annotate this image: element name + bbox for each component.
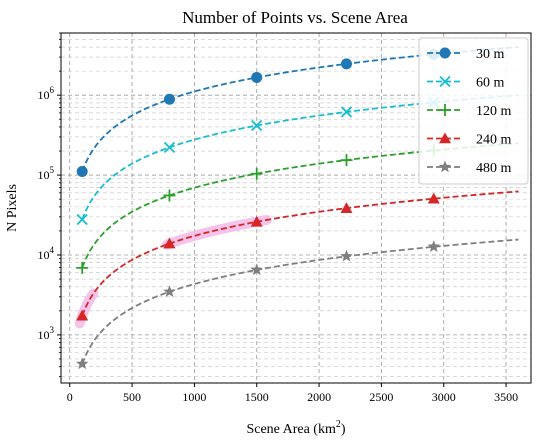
legend-label: 480 m [476,161,512,176]
data-point [340,202,353,214]
data-point [76,165,88,177]
y-tick-label: 104 [38,245,55,262]
y-tick-label: 103 [38,325,55,342]
data-point [76,309,89,321]
x-axis: 0 500 1000 1500 2000 2500 3000 3500 [67,383,518,404]
plot-frame [60,32,532,384]
legend: 30 m 60 m 120 m 240 m 480 m [418,37,529,185]
data-point [163,141,176,154]
grid [61,32,531,383]
legend-label: 120 m [476,104,512,119]
legend-item: 30 m [427,47,505,62]
x-tick-label: 2500 [369,390,393,404]
data-point [427,240,440,252]
highlight-bands [74,214,272,329]
x-tick-label: 1500 [245,390,269,404]
x-tick-label: 3000 [432,390,456,404]
legend-label: 30 m [476,47,505,62]
data-point [340,249,353,262]
data-point [251,119,263,132]
data-point [250,215,263,227]
legend-item: 480 m [427,160,512,176]
legend-item: 60 m [427,76,505,91]
legend-marker [439,104,451,116]
data-point [340,106,353,118]
data-point [163,93,175,105]
legend-marker [439,132,451,144]
data-point [76,357,89,370]
data-point [163,237,176,249]
data-point [427,192,440,204]
x-tick-label: 0 [67,390,73,404]
chart-title: Number of Points vs. Scene Area [182,8,408,27]
legend-marker [439,47,451,59]
legend-marker [438,160,452,173]
y-axis: 103 104 105 106 [38,32,61,378]
highlight-band [161,214,272,250]
series-4 [76,238,519,370]
data-point [163,189,176,202]
y-tick-label: 106 [38,85,55,102]
x-tick-label: 1000 [182,390,206,404]
data-point [251,71,263,83]
x-axis-label: Scene Area (km2) [246,419,345,437]
data-point [340,58,352,70]
data-point [163,285,176,297]
data-point [250,167,263,180]
y-axis-label: N Pixels [5,184,20,232]
data-point [250,263,263,276]
x-tick-label: 3500 [494,390,518,404]
legend-marker [439,75,451,88]
data-point [76,213,88,226]
legend-box [418,37,529,185]
x-tick-label: 500 [123,390,141,404]
series-line [81,190,519,317]
legend-item: 120 m [427,104,512,119]
legend-label: 240 m [476,133,512,148]
legend-item: 240 m [427,132,512,148]
y-tick-label: 105 [38,165,55,182]
series-3 [76,190,519,321]
data-point [76,261,89,274]
series-line [81,238,519,365]
legend-label: 60 m [476,76,505,91]
x-tick-label: 2000 [307,390,331,404]
data-point [340,154,353,167]
